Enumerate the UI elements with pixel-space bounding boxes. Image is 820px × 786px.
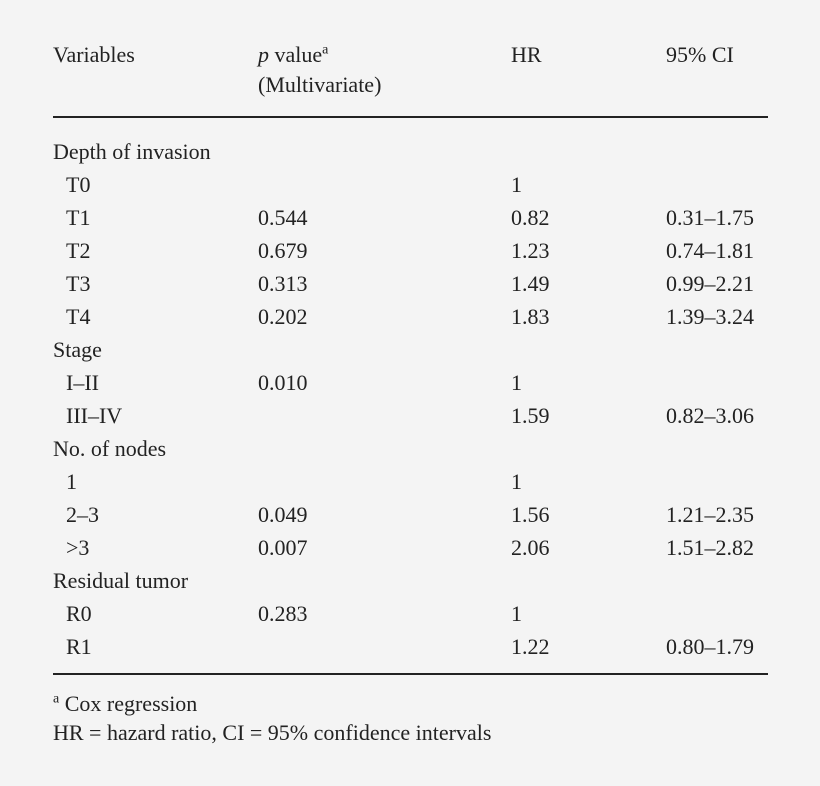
hr-cell: 0.82: [511, 205, 550, 230]
ci-cell: 1.51–2.82: [666, 535, 754, 560]
hr-cell: 1: [511, 172, 522, 197]
row-label: T4: [66, 304, 91, 329]
row-label: R0: [66, 601, 92, 626]
group-row: Stage: [53, 333, 768, 366]
hr-cell: 1: [511, 370, 522, 395]
table-header: Variables p valuea (Multivariate) HR 95% …: [53, 40, 768, 116]
row-label: >3: [66, 535, 90, 560]
table-row: >3 0.007 2.06 1.51–2.82: [53, 531, 768, 564]
table-row: III–IV 1.59 0.82–3.06: [53, 399, 768, 432]
hr-cell: 1.59: [511, 403, 550, 428]
header-p-value: p valuea (Multivariate): [258, 40, 381, 100]
p-value-cell: 0.007: [258, 535, 308, 560]
footnote-cox-text: Cox regression: [59, 691, 198, 716]
hr-cell: 2.06: [511, 535, 550, 560]
table-row: T1 0.544 0.82 0.31–1.75: [53, 201, 768, 234]
table-body: Depth of invasion T0 1 T1 0.544 0.82 0.31–1.75…: [53, 118, 768, 673]
hr-cell: 1.23: [511, 238, 550, 263]
table-row: R0 0.283 1: [53, 597, 768, 630]
table-row: R1 1.22 0.80–1.79: [53, 630, 768, 663]
header-p-italic: p: [258, 42, 269, 67]
footnote-superscript: a: [53, 691, 60, 707]
row-label: T3: [66, 271, 91, 296]
p-value-cell: 0.202: [258, 304, 308, 329]
hr-cell: 1.22: [511, 634, 550, 659]
ci-cell: 1.39–3.24: [666, 304, 754, 329]
hr-cell: 1.56: [511, 502, 550, 527]
ci-cell: 0.99–2.21: [666, 271, 754, 296]
group-row: No. of nodes: [53, 432, 768, 465]
table-row: I–II 0.010 1: [53, 366, 768, 399]
row-label: R1: [66, 634, 92, 659]
row-label: Depth of invasion: [53, 139, 211, 164]
header-p-text: value: [269, 42, 323, 67]
row-label: No. of nodes: [53, 436, 167, 461]
row-label: Residual tumor: [53, 568, 189, 593]
row-label: I–II: [66, 370, 99, 395]
row-label: Stage: [53, 337, 102, 362]
p-value-cell: 0.010: [258, 370, 308, 395]
table-row: T4 0.202 1.83 1.39–3.24: [53, 300, 768, 333]
ci-cell: 0.82–3.06: [666, 403, 754, 428]
table-row: 2–3 0.049 1.56 1.21–2.35: [53, 498, 768, 531]
bottom-rule: [53, 673, 768, 675]
p-value-cell: 0.679: [258, 238, 308, 263]
p-value-cell: 0.313: [258, 271, 308, 296]
header-hr: HR: [511, 42, 542, 67]
group-row: Depth of invasion: [53, 135, 768, 168]
results-table: Variables p valuea (Multivariate) HR 95% …: [53, 40, 768, 747]
row-label: III–IV: [66, 403, 123, 428]
table-row: T2 0.679 1.23 0.74–1.81: [53, 234, 768, 267]
row-label: 2–3: [66, 502, 99, 527]
footnote-abbrev: HR = hazard ratio, CI = 95% confidence i…: [53, 720, 492, 745]
group-row: Residual tumor: [53, 564, 768, 597]
ci-cell: 0.80–1.79: [666, 634, 754, 659]
hr-cell: 1: [511, 601, 522, 626]
header-p-superscript: a: [322, 42, 329, 58]
table-row: T0 1: [53, 168, 768, 201]
footnotes: a Cox regression HR = hazard ratio, CI =…: [53, 689, 768, 747]
footnote-cox: a Cox regression: [53, 689, 768, 718]
row-label: 1: [66, 469, 77, 494]
ci-cell: 0.74–1.81: [666, 238, 754, 263]
ci-cell: 0.31–1.75: [666, 205, 754, 230]
p-value-cell: 0.283: [258, 601, 308, 626]
p-value-cell: 0.049: [258, 502, 308, 527]
hr-cell: 1.49: [511, 271, 550, 296]
header-p-multivariate: (Multivariate): [258, 72, 382, 97]
table-row: T3 0.313 1.49 0.99–2.21: [53, 267, 768, 300]
hr-cell: 1.83: [511, 304, 550, 329]
row-label: T1: [66, 205, 91, 230]
hr-cell: 1: [511, 469, 522, 494]
row-label: T0: [66, 172, 91, 197]
header-variables: Variables: [53, 42, 135, 67]
header-ci: 95% CI: [666, 42, 734, 67]
header-rule: [53, 116, 768, 118]
row-label: T2: [66, 238, 91, 263]
ci-cell: 1.21–2.35: [666, 502, 754, 527]
p-value-cell: 0.544: [258, 205, 308, 230]
